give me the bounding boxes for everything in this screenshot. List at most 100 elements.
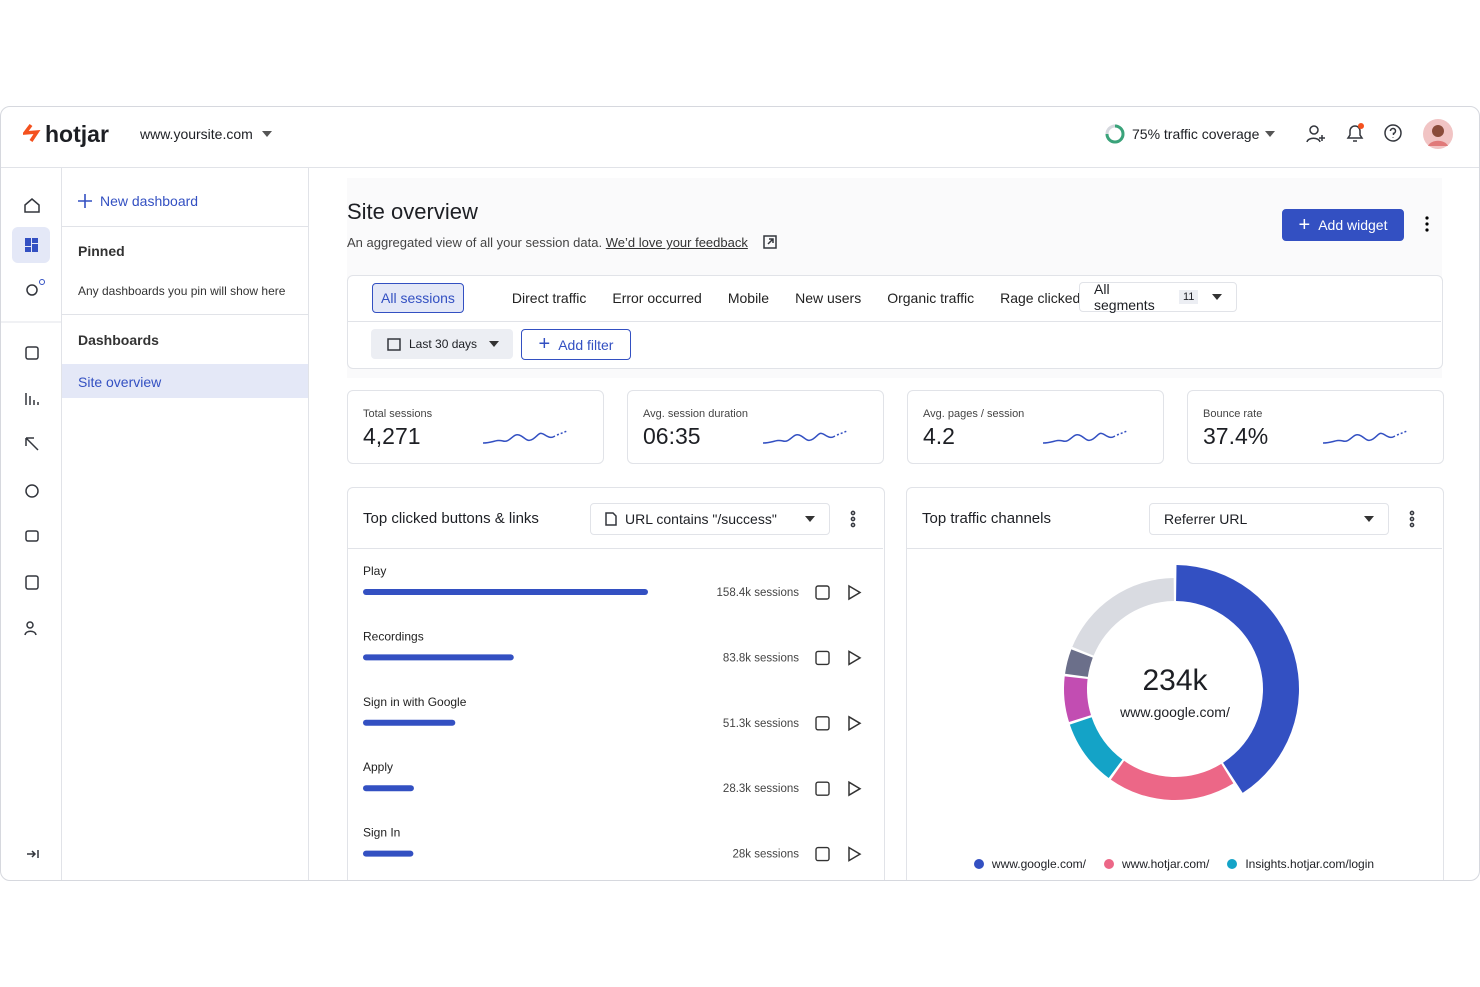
caret [1364, 516, 1374, 522]
date-picker[interactable]: Last 30 days [371, 329, 513, 359]
metric-label: Total sessions [363, 408, 433, 420]
segment-tab[interactable]: Mobile [727, 290, 770, 306]
trend-icon[interactable] [815, 781, 830, 796]
segment-tab[interactable]: Rage clicked [1000, 290, 1081, 306]
coverage-ring [1105, 124, 1125, 144]
caret [805, 516, 815, 522]
divider [348, 548, 883, 549]
caret [489, 341, 500, 347]
legend-dot [1227, 859, 1238, 869]
add-widget-button[interactable]: + Add widget [1282, 209, 1404, 241]
legend-label: www.hotjar.com/ [1121, 857, 1210, 871]
divider [907, 548, 1442, 549]
engage-icon[interactable] [25, 484, 39, 498]
metric-label: Avg. pages / session [923, 408, 1025, 420]
plus-icon [78, 194, 92, 208]
home-icon[interactable] [24, 198, 40, 213]
legend-dot [1103, 859, 1114, 869]
avatar[interactable] [1422, 118, 1454, 150]
coverage[interactable]: 75% traffic coverage [1132, 126, 1260, 142]
row-label: Apply [363, 760, 393, 774]
sidebar: New dashboard Pinned Any dashboards you … [62, 168, 309, 880]
plus: + [1298, 213, 1311, 236]
legend-item: Insights.hotjar.com/login [1227, 857, 1374, 871]
bar [363, 719, 456, 726]
logo[interactable]: hotjar [45, 121, 109, 147]
metric-card: Bounce rate 37.4% [1187, 390, 1444, 464]
site-selector[interactable]: www.yoursite.com [140, 126, 253, 142]
play-icon[interactable] [848, 846, 862, 862]
users-icon[interactable] [26, 621, 34, 629]
subtitle-text: An aggregated view of all your session d… [347, 235, 603, 250]
trend-icon[interactable] [815, 650, 830, 666]
feedback-link[interactable]: We’d love your feedback [605, 235, 748, 250]
charts: Play 158.4k sessions Recordings 83.8k sessi… [363, 564, 1299, 862]
notifications-icon[interactable] [1343, 121, 1367, 145]
feedback-icon[interactable] [25, 530, 39, 542]
active-item[interactable] [62, 364, 308, 398]
legend-item: www.hotjar.com/ [1103, 857, 1210, 871]
segment-tab[interactable]: Error occurred [612, 290, 702, 306]
legend: www.google.com/www.hotjar.com/Insights.h… [906, 857, 1442, 871]
donut-segment [1064, 676, 1091, 723]
metric-value: 4.2 [923, 423, 955, 449]
more-icon[interactable] [1408, 510, 1416, 528]
segment-tab[interactable]: All sessions [372, 283, 464, 313]
referrer-dropdown[interactable]: Referrer URL [1149, 503, 1389, 535]
widget-title: Top clicked buttons & links [363, 510, 539, 527]
all-segments[interactable]: All segments 11 [1079, 281, 1237, 313]
donut-segment [1176, 565, 1299, 793]
play-icon[interactable] [848, 715, 862, 732]
segment-tabs: All sessions Direct traffic Error occurred… [372, 283, 1106, 313]
divider [62, 314, 308, 315]
invite-icon[interactable] [1305, 123, 1327, 145]
segment-tab[interactable]: New users [795, 290, 862, 306]
segment-count: 11 [1178, 290, 1199, 304]
donut-segment [1072, 578, 1174, 656]
metric-value: 4,271 [363, 423, 421, 449]
collapse-icon[interactable] [27, 850, 39, 858]
date-label: Last 30 days [409, 337, 478, 351]
surveys-icon[interactable] [25, 575, 39, 590]
file-icon [605, 512, 617, 526]
row-value: 158.4k sessions [717, 587, 800, 599]
help-icon[interactable] [1382, 122, 1404, 144]
recordings-icon[interactable] [25, 437, 39, 451]
trend-icon[interactable] [815, 846, 830, 862]
ideas-icon[interactable] [26, 284, 38, 296]
more-icon[interactable] [849, 510, 857, 528]
trends-icon[interactable] [25, 346, 39, 360]
bar [363, 850, 414, 857]
header: hotjar www.yoursite.com 75% traffic cove… [1, 107, 1479, 168]
row-label: Sign In [363, 826, 400, 840]
divider [348, 321, 1441, 322]
divider [62, 226, 308, 227]
add-filter-button[interactable]: + Add filter [521, 329, 631, 360]
legend-label: Insights.hotjar.com/login [1245, 857, 1375, 871]
more-icon[interactable] [1423, 215, 1431, 233]
widget-title: Top traffic channels [922, 510, 1051, 527]
metric-card: Avg. pages / session 4.2 [907, 390, 1164, 464]
new-dashboard[interactable]: New dashboard [100, 193, 199, 209]
trend-icon[interactable] [815, 585, 830, 600]
nav-icons [1, 198, 61, 858]
metric-card: Total sessions 4,271 [347, 390, 604, 464]
segment-tab[interactable]: Direct traffic [511, 290, 587, 306]
all-segments-label: All segments [1094, 281, 1155, 313]
heatmaps-icon[interactable] [25, 393, 39, 405]
segment-tab[interactable]: Organic traffic [887, 290, 975, 306]
play-icon[interactable] [848, 584, 862, 601]
row-label: Sign in with Google [363, 695, 467, 709]
trend-icon[interactable] [815, 716, 830, 731]
site-overview-link[interactable]: Site overview [78, 374, 162, 390]
row-label: Recordings [363, 629, 424, 643]
url-filter[interactable]: URL contains "/success" [590, 503, 830, 535]
play-icon[interactable] [848, 780, 862, 797]
play-icon[interactable] [848, 650, 862, 666]
add-filter-label: Add filter [558, 336, 614, 353]
donut-segment [1065, 649, 1093, 677]
caret [1265, 131, 1275, 137]
donut-total: 234k [1142, 664, 1208, 697]
